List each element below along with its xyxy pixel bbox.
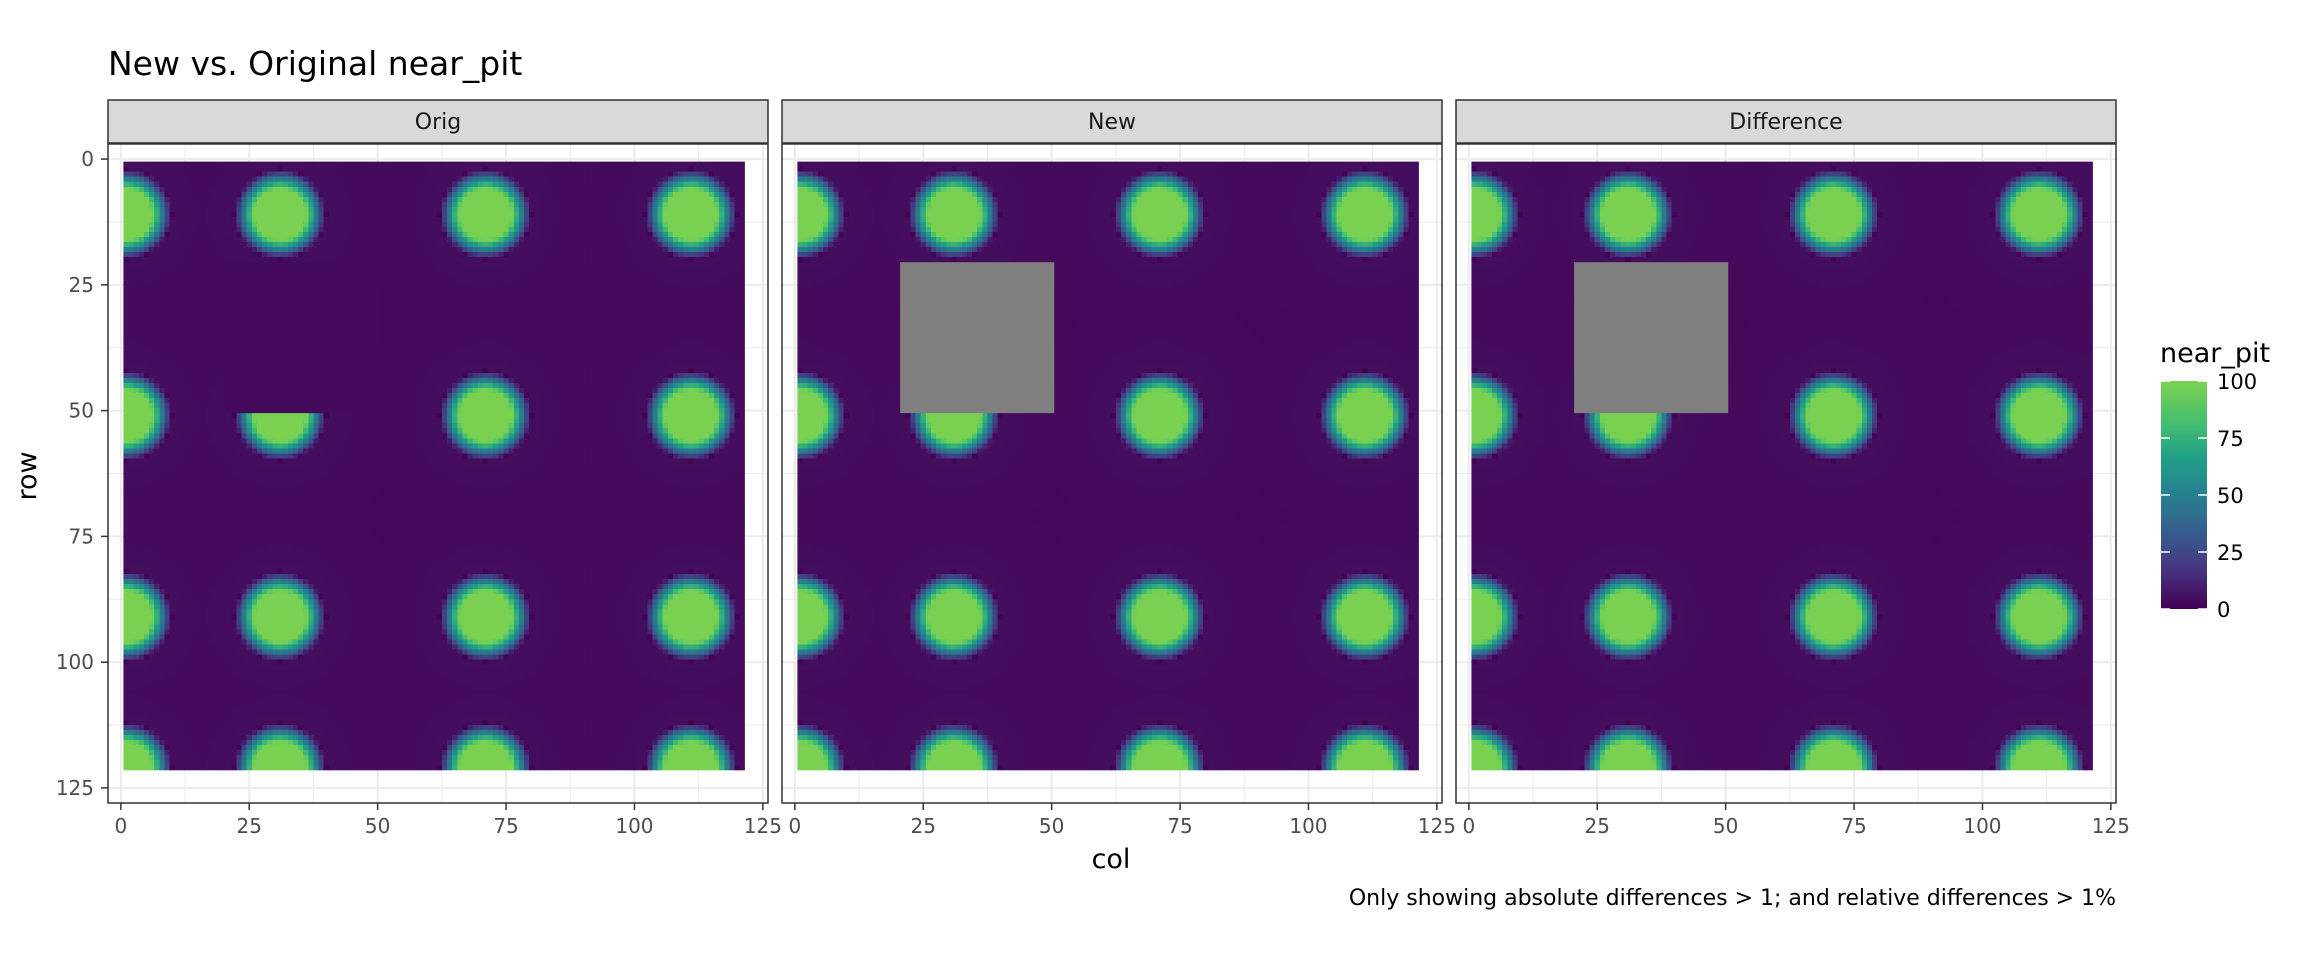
x-tick-label: 25	[1585, 814, 1610, 838]
x-tick-label: 125	[2092, 814, 2130, 838]
x-tick-label: 50	[365, 814, 390, 838]
chart-caption: Only showing absolute differences > 1; a…	[1349, 886, 2116, 911]
y-tick-label: 50	[69, 399, 94, 423]
facet-strip	[781, 99, 1443, 144]
facet-strip-label: Difference	[1729, 110, 1842, 135]
facet-strip	[1455, 99, 2117, 144]
x-tick-label: 0	[788, 814, 801, 838]
masked-region	[226, 262, 381, 414]
x-tick-label: 100	[615, 814, 653, 838]
y-tick-label: 75	[69, 524, 94, 548]
facet-orig: Orig 0 25 50 75 100 125 0 25 50 75 100 125	[56, 99, 782, 838]
x-tick-label: 25	[911, 814, 936, 838]
x-axis-title: col	[1092, 844, 1131, 875]
x-tick-label: 125	[1418, 814, 1456, 838]
panel-border	[1455, 143, 2117, 804]
legend-tick-label: 75	[2217, 427, 2244, 451]
panel-border	[107, 143, 769, 804]
masked-region	[900, 262, 1055, 414]
x-tick-label: 75	[1167, 814, 1192, 838]
x-tick-label: 100	[1963, 814, 2001, 838]
heatmap-tiles	[1471, 161, 2093, 771]
x-tick-label: 0	[1462, 814, 1475, 838]
facet-strip-label: Orig	[415, 110, 461, 135]
legend: near_pit 0 25 50 75 100	[2160, 338, 2270, 622]
x-tick-label: 25	[237, 814, 262, 838]
facet-strip	[107, 99, 769, 144]
facet-strip-label: New	[1088, 110, 1136, 135]
legend-title: near_pit	[2160, 338, 2270, 369]
x-tick-label: 125	[744, 814, 782, 838]
panel-border	[781, 143, 1443, 804]
legend-tick-label: 100	[2217, 370, 2257, 394]
heatmap-tiles	[123, 161, 745, 771]
legend-tick-label: 50	[2217, 484, 2244, 508]
x-tick-label: 0	[114, 814, 127, 838]
facet-difference: Difference 0 25 50 75 100 125	[1455, 99, 2130, 838]
y-tick-label: 100	[56, 650, 94, 674]
y-axis-title: row	[12, 451, 43, 500]
x-tick-label: 50	[1039, 814, 1064, 838]
x-tick-label: 50	[1713, 814, 1738, 838]
y-tick-label: 125	[56, 776, 94, 800]
x-tick-label: 100	[1289, 814, 1327, 838]
y-tick-label: 25	[69, 273, 94, 297]
heatmap-tiles	[797, 161, 1419, 771]
y-tick-label: 0	[81, 147, 94, 171]
chart-title: New vs. Original near_pit	[108, 44, 522, 83]
facet-new: New 0 25 50 75 100 125	[781, 99, 1456, 838]
legend-tick-label: 0	[2217, 598, 2230, 622]
x-tick-label: 75	[1841, 814, 1866, 838]
legend-tick-label: 25	[2217, 541, 2244, 565]
masked-region	[1574, 262, 1729, 414]
x-tick-label: 75	[493, 814, 518, 838]
